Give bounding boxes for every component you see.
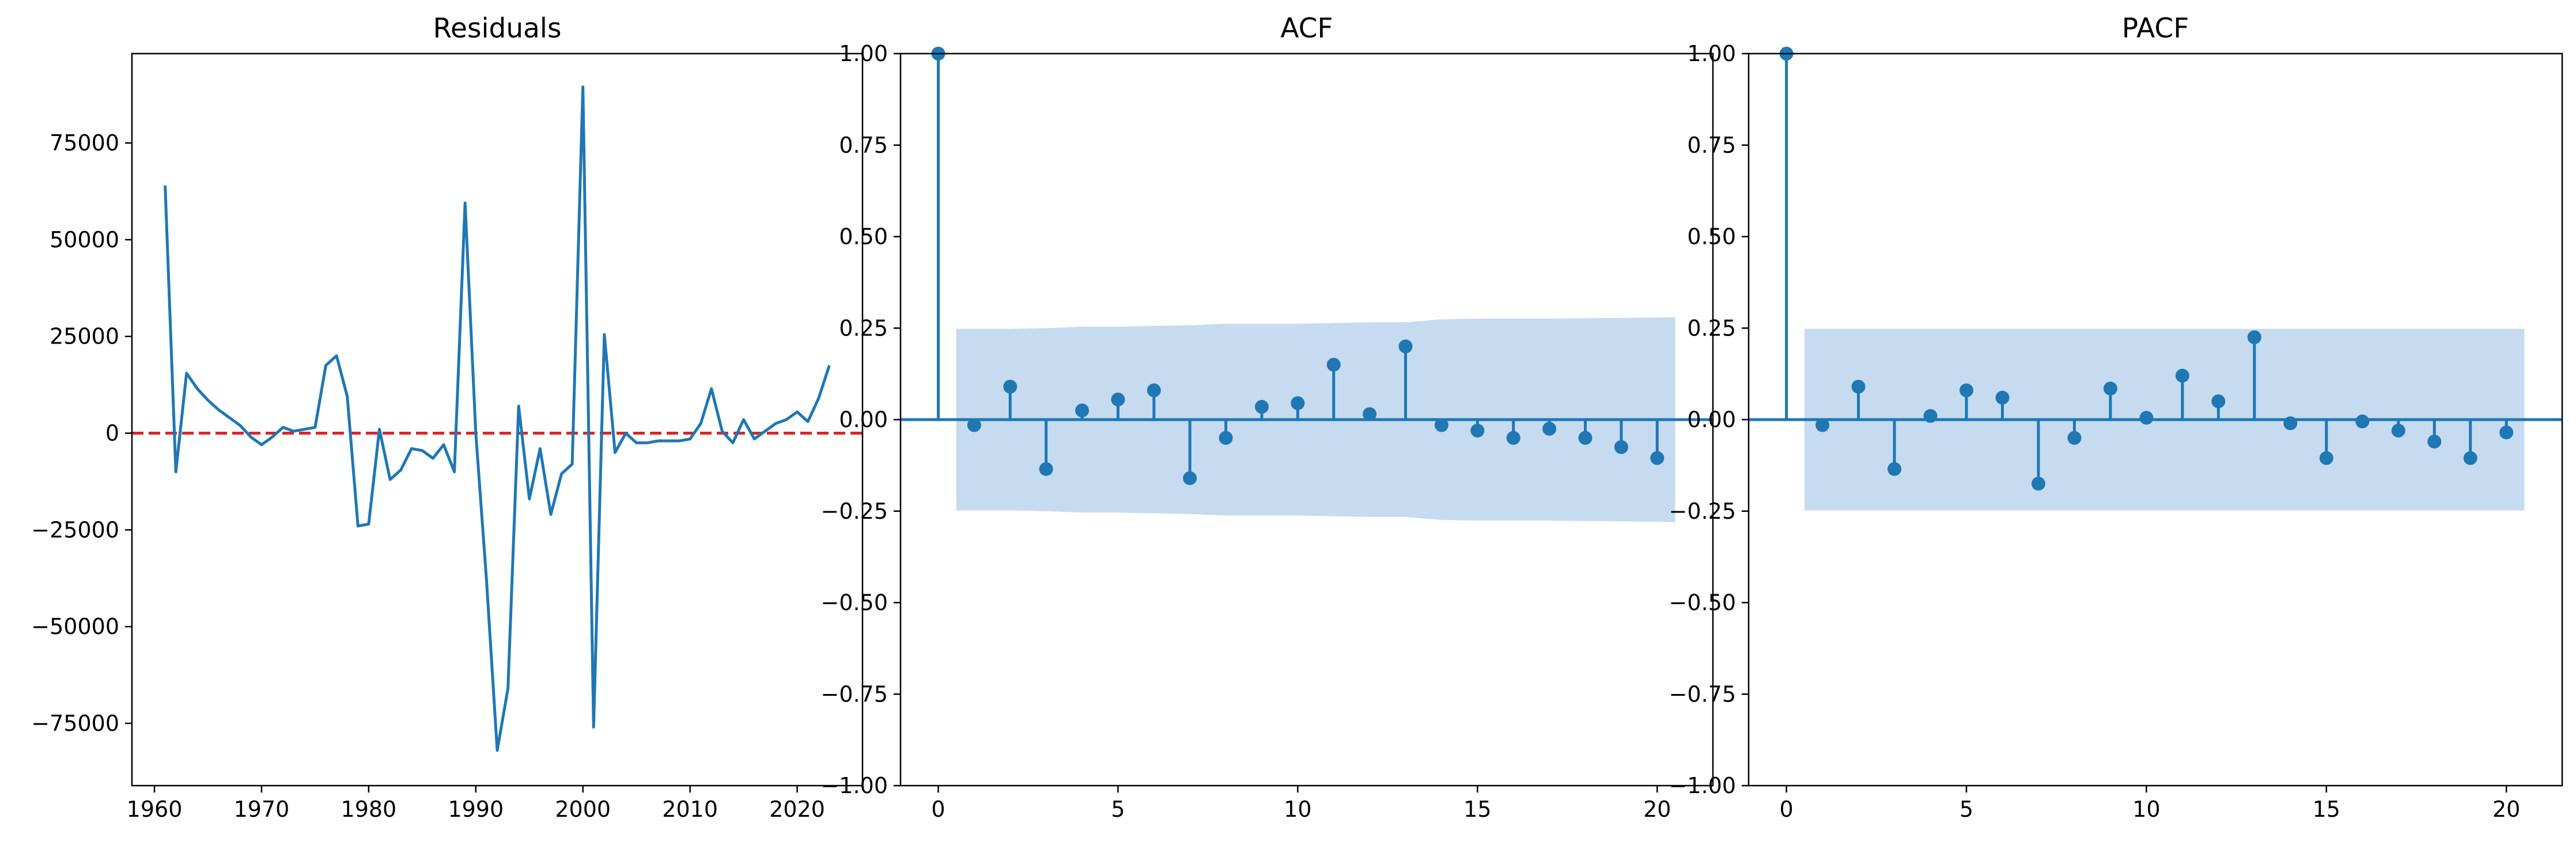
acf-x-tick-label: 15 <box>1463 797 1491 822</box>
acf-point <box>1363 407 1377 421</box>
acf-point <box>1255 399 1269 414</box>
pacf-point <box>2247 330 2261 345</box>
pacf-point <box>1815 418 1830 432</box>
pacf-point <box>2283 416 2298 431</box>
residuals-x-tick-label: 2020 <box>769 797 825 822</box>
residuals-y-tick-label: 50000 <box>50 227 119 252</box>
acf-x-tick-label: 10 <box>1284 797 1311 822</box>
pacf-point <box>2463 451 2477 465</box>
pacf-point <box>2355 414 2370 429</box>
residuals-y-tick-label: −75000 <box>31 711 119 736</box>
residuals-title: Residuals <box>433 13 562 44</box>
acf-point <box>1291 396 1305 410</box>
acf-y-tick-label: −0.25 <box>821 499 888 524</box>
acf-point <box>1326 357 1341 372</box>
pacf-point <box>1959 383 1973 398</box>
acf-y-tick-label: 0.00 <box>839 407 888 432</box>
residuals-x-tick-label: 1970 <box>234 797 290 822</box>
acf-y-tick-label: −0.50 <box>821 590 888 616</box>
pacf-title: PACF <box>2122 13 2189 44</box>
acf-y-tick-label: 0.75 <box>839 133 888 158</box>
acf-y-tick-label: 0.25 <box>839 315 888 341</box>
pacf-point <box>2103 382 2117 396</box>
residuals-y-tick-label: 75000 <box>50 130 119 156</box>
residuals-y-tick-label: −25000 <box>31 517 119 542</box>
acf-point <box>1506 431 1520 445</box>
residuals-x-tick-label: 1980 <box>341 797 397 822</box>
pacf-y-tick-label: 1.00 <box>1687 41 1736 66</box>
acf-point <box>1183 471 1197 485</box>
pacf-point <box>2391 424 2405 438</box>
acf-point <box>1542 421 1557 436</box>
acf-chart: ACF 0 5 10 15 20 −1.00 −0.75 −0.50 −0.25 0.00 0.25 0… <box>821 13 1714 822</box>
acf-x-tick-label: 0 <box>931 797 945 822</box>
residuals-frame <box>131 52 864 787</box>
pacf-chart: PACF 0 5 10 15 20 −1.00 −0.75 −0.50 −0.25 0.00 0.25… <box>1669 13 2563 822</box>
pacf-y-tick-label: 0.75 <box>1687 133 1736 158</box>
residuals-y-tick-label: 25000 <box>50 324 119 349</box>
pacf-point <box>2067 431 2082 445</box>
acf-y-tick-label: −0.75 <box>821 681 888 707</box>
pacf-point <box>2139 410 2154 425</box>
acf-point <box>1147 383 1161 398</box>
acf-y-tick-label: 1.00 <box>839 41 888 66</box>
acf-y-tick-label: 0.50 <box>839 224 888 250</box>
pacf-y-tick-label: −0.25 <box>1669 499 1736 524</box>
residuals-y-tick-label: 0 <box>105 420 119 446</box>
residuals-x-tick-label: 1960 <box>127 797 183 822</box>
acf-point <box>1003 379 1017 394</box>
residuals-y-tick-label: −50000 <box>31 614 119 639</box>
residuals-series-line <box>164 85 831 752</box>
pacf-point <box>2319 451 2333 465</box>
residuals-x-tick-label: 1990 <box>448 797 504 822</box>
pacf-point <box>1995 390 2010 405</box>
acf-x-tick-label: 5 <box>1111 797 1125 822</box>
pacf-x-tick-label: 5 <box>1960 797 1973 822</box>
acf-point <box>1111 393 1125 407</box>
pacf-point <box>2427 435 2442 449</box>
acf-point <box>1039 462 1053 476</box>
acf-point <box>1650 451 1665 465</box>
acf-point <box>1470 424 1485 438</box>
pacf-y-tick-label: −0.50 <box>1669 590 1736 616</box>
acf-point <box>1075 403 1090 418</box>
pacf-x-tick-label: 20 <box>2492 797 2520 822</box>
residuals-x-tick-label: 2010 <box>662 797 718 822</box>
pacf-x-tick-label: 10 <box>2132 797 2160 822</box>
pacf-point <box>2499 425 2514 440</box>
pacf-y-tick-label: −1.00 <box>1669 773 1736 798</box>
pacf-x-tick-label: 15 <box>2313 797 2340 822</box>
pacf-point <box>1887 462 1902 476</box>
pacf-y-tick-label: 0.25 <box>1687 315 1736 341</box>
acf-point <box>1219 431 1233 445</box>
acf-point <box>967 418 981 432</box>
pacf-y-tick-label: 0.00 <box>1687 407 1736 432</box>
acf-point <box>1614 440 1628 454</box>
acf-title: ACF <box>1280 13 1333 44</box>
pacf-x-tick-label: 0 <box>1780 797 1794 822</box>
pacf-point <box>1923 409 1938 423</box>
residuals-x-tick-label: 2000 <box>555 797 611 822</box>
pacf-point <box>2031 477 2045 491</box>
pacf-y-tick-label: 0.50 <box>1687 224 1736 250</box>
residuals-chart: Residuals 1960 1970 1980 1990 2000 2010 2020 −75… <box>31 13 864 822</box>
acf-point <box>1398 339 1413 353</box>
pacf-point <box>2211 394 2226 409</box>
pacf-point <box>2175 368 2189 383</box>
acf-y-tick-label: −1.00 <box>821 773 888 798</box>
pacf-point <box>1851 379 1866 394</box>
acf-point <box>1434 418 1448 432</box>
acf-point <box>1578 431 1592 445</box>
acf-x-tick-label: 20 <box>1643 797 1671 822</box>
pacf-y-tick-label: −0.75 <box>1669 681 1736 707</box>
